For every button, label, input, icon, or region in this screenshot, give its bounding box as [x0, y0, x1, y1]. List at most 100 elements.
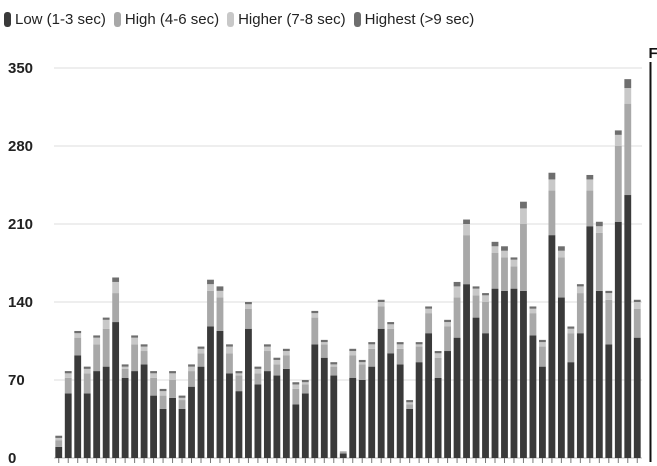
legend-swatch	[227, 11, 235, 27]
bar-segment-1	[131, 371, 139, 458]
bar-segment-2	[93, 344, 101, 372]
bar-segment-2	[529, 313, 537, 336]
bar-segment-2	[396, 348, 404, 365]
bar-segment-3	[624, 88, 632, 104]
bar-segment-4	[216, 286, 224, 291]
bar-segment-4	[557, 246, 565, 251]
bar-segment-3	[491, 246, 499, 253]
bar-segment-1	[301, 393, 309, 458]
bar-segment-2	[548, 190, 556, 236]
bar-segment-4	[188, 364, 195, 367]
bar-segment-2	[387, 328, 395, 354]
bar-segment-4	[425, 306, 433, 309]
bar-segment-4	[226, 344, 233, 347]
bar-segment-4	[358, 359, 366, 363]
bar-segment-3	[557, 250, 565, 258]
bar-segment-2	[510, 266, 518, 289]
bar-segment-4	[491, 241, 499, 247]
bar-segment-4	[235, 371, 243, 374]
bar-segment-3	[330, 364, 338, 367]
bar-segment-1	[539, 366, 546, 458]
bar-segment-2	[358, 364, 366, 380]
bar-segment-2	[169, 380, 176, 398]
bar-segment-1	[425, 333, 433, 458]
bar-segment-3	[387, 324, 395, 329]
bar-segment-2	[586, 190, 594, 227]
bar-segment-2	[614, 146, 622, 222]
bar-segment-1	[226, 373, 233, 458]
bar-segment-4	[102, 317, 110, 320]
bar-segment-1	[339, 453, 347, 458]
bar-segment-1	[624, 195, 632, 458]
bar-segment-1	[273, 375, 281, 458]
bar-segment-1	[463, 284, 470, 458]
bar-segment-3	[463, 224, 470, 236]
bar-segment-4	[434, 351, 442, 354]
bar-segment-1	[150, 395, 157, 458]
bar-segment-3	[453, 286, 461, 298]
bar-segment-2	[216, 297, 224, 331]
bar-segment-4	[576, 284, 584, 287]
bar-segment-4	[311, 310, 319, 314]
bar-segment-3	[595, 226, 603, 233]
bar-segment-2	[377, 306, 385, 329]
bar-segment-4	[510, 257, 518, 260]
bar-segment-4	[197, 346, 205, 349]
bar-segment-2	[415, 346, 423, 363]
legend-swatch	[4, 11, 11, 27]
bar-segment-2	[349, 355, 357, 378]
bar-segment-3	[482, 295, 489, 302]
bar-segment-3	[605, 293, 613, 300]
bar-segment-2	[567, 333, 575, 363]
bar-segment-4	[282, 348, 290, 352]
bar-segment-3	[207, 284, 214, 291]
bar-segment-3	[529, 308, 537, 314]
bar-segment-4	[292, 382, 300, 385]
bar-segment-2	[112, 293, 120, 323]
bar-segment-2	[501, 257, 508, 291]
bar-segment-2	[453, 297, 461, 338]
bar-segment-4	[131, 335, 139, 338]
bar-segment-2	[339, 451, 347, 454]
bar-segment-3	[140, 346, 148, 352]
bar-segment-2	[207, 290, 214, 327]
bar-segment-3	[425, 308, 433, 314]
bar-segment-1	[415, 362, 423, 458]
bar-segment-1	[491, 288, 499, 458]
bar-segment-4	[150, 371, 157, 374]
bar-segment-4	[406, 400, 414, 403]
bar-segment-1	[102, 366, 110, 458]
bar-segment-3	[444, 322, 451, 327]
bar-segment-2	[150, 377, 157, 396]
bar-segment-2	[226, 353, 233, 374]
bar-segment-3	[178, 397, 186, 401]
bar-segment-1	[330, 375, 338, 458]
bar-segment-1	[472, 317, 480, 458]
bar-segment-2	[406, 404, 414, 409]
bar-segment-1	[434, 377, 442, 458]
bar-segment-3	[567, 328, 575, 334]
bar-segment-4	[520, 201, 527, 209]
bar-segment-1	[396, 364, 404, 458]
bar-segment-2	[557, 257, 565, 298]
bar-segment-1	[140, 364, 148, 458]
bar-segment-3	[576, 286, 584, 294]
bar-segment-1	[121, 377, 129, 458]
bar-segment-1	[74, 355, 82, 458]
bar-segment-2	[463, 235, 470, 285]
bar-segment-2	[74, 337, 82, 356]
bar-segment-4	[301, 380, 309, 383]
bar-segment-4	[548, 172, 556, 180]
bar-segment-2	[425, 313, 433, 334]
bar-segment-2	[539, 346, 546, 367]
bar-segment-1	[586, 226, 594, 458]
bar-segment-4	[64, 371, 72, 374]
bar-segment-1	[207, 326, 214, 458]
bar-segment-2	[159, 395, 167, 409]
bar-segment-1	[444, 351, 451, 458]
bar-segment-1	[548, 235, 556, 458]
bar-segment-3	[472, 288, 480, 296]
bar-segment-3	[614, 134, 622, 146]
bar-segment-3	[282, 351, 290, 356]
